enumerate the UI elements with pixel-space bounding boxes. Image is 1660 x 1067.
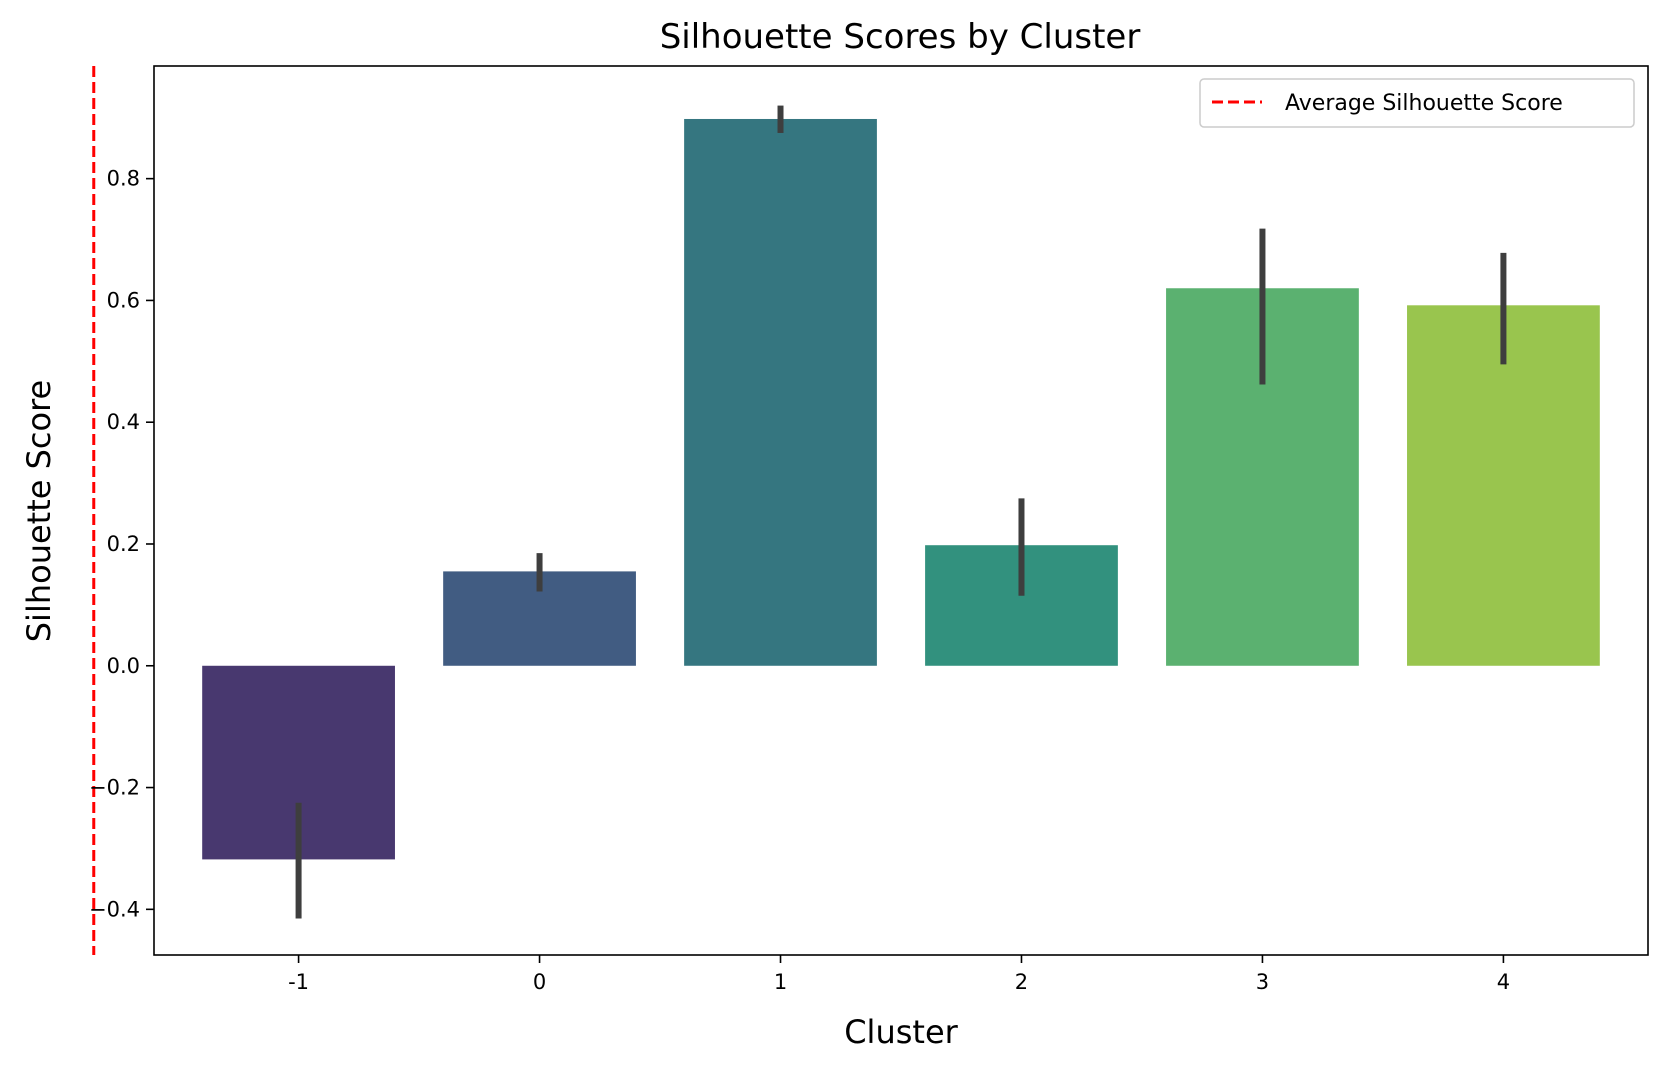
y-tick-label: −0.4 — [89, 897, 140, 921]
error-bars-layer — [295, 105, 1507, 919]
x-tick-label-2: 2 — [1015, 970, 1028, 994]
x-axis-title: Cluster — [844, 1013, 958, 1051]
bar-cluster-1 — [684, 118, 877, 666]
y-tick-label: 0.6 — [107, 288, 140, 312]
chart-title: Silhouette Scores by Cluster — [660, 17, 1141, 57]
x-axis: -1 0 1 2 3 4 — [288, 955, 1510, 994]
x-tick-label--1: -1 — [288, 970, 309, 994]
legend: Average Silhouette Score — [1199, 78, 1635, 128]
y-tick-label: 0.8 — [107, 167, 140, 191]
legend-box — [1199, 78, 1635, 128]
y-tick-label: 0.4 — [107, 410, 140, 434]
y-tick-label: 0.2 — [107, 532, 140, 556]
bars-layer — [202, 118, 1600, 860]
y-axis-title: Silhouette Score — [20, 380, 58, 643]
x-tick-label-1: 1 — [774, 970, 787, 994]
plot-frame — [153, 65, 1649, 956]
y-tick-label: 0.0 — [107, 654, 140, 678]
x-tick-label-3: 3 — [1256, 970, 1269, 994]
y-axis: −0.4 −0.2 0.0 0.2 0.4 0.6 0.8 — [89, 167, 154, 921]
bar-cluster-4 — [1407, 305, 1600, 666]
legend-label-average: Average Silhouette Score — [1285, 91, 1563, 116]
x-tick-label-4: 4 — [1497, 970, 1510, 994]
y-tick-label: −0.2 — [89, 776, 140, 800]
x-tick-label-0: 0 — [533, 970, 546, 994]
